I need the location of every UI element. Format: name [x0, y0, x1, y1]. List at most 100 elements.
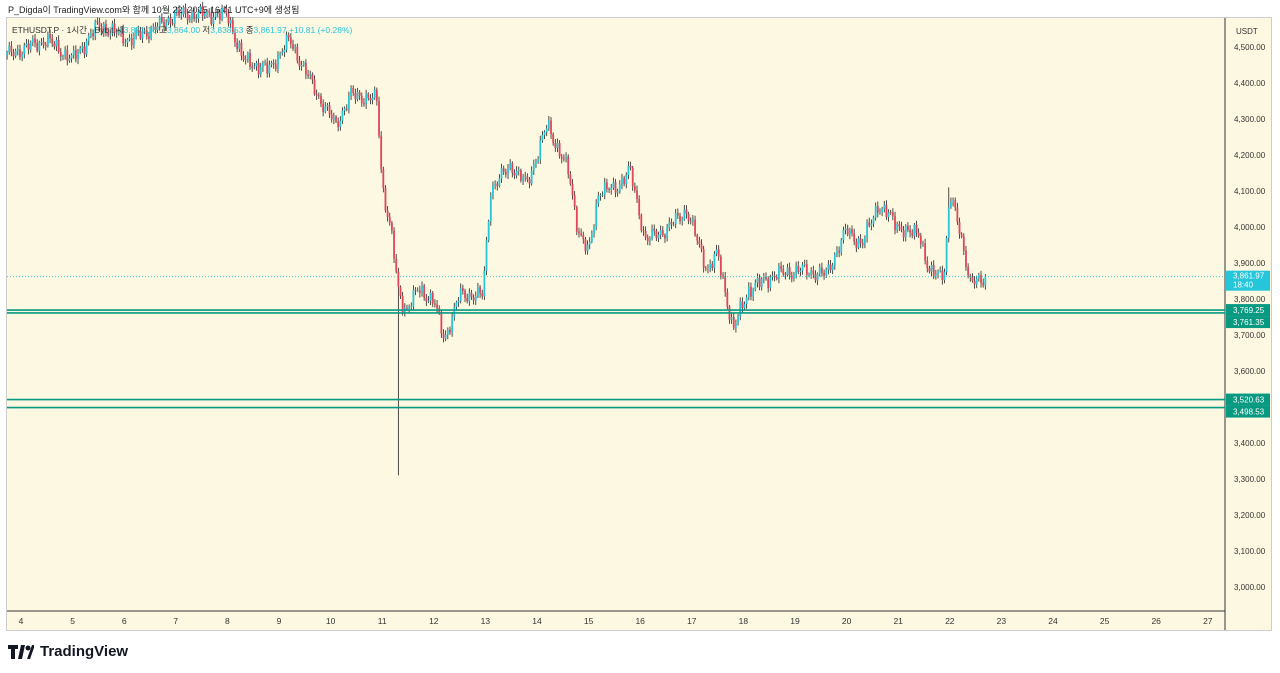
y-tick-label: 4,500.00 [1234, 43, 1266, 52]
candle-body [255, 62, 258, 67]
candle-body [870, 223, 873, 226]
candle-body [365, 93, 368, 105]
candle-body [825, 269, 828, 276]
candle-body [889, 212, 892, 214]
candle-body [388, 216, 391, 223]
candle-body [724, 276, 727, 293]
candle-body [494, 183, 497, 186]
candle-body [922, 243, 924, 245]
candle-body [629, 165, 632, 168]
candle-body [268, 64, 271, 74]
candle-body [977, 275, 980, 279]
candle-body [128, 38, 131, 40]
candle-body [489, 196, 492, 222]
candle-body [689, 220, 692, 222]
candle-body [418, 290, 421, 294]
candle-body [307, 74, 309, 76]
candle-body [595, 203, 598, 227]
candle-body [859, 238, 862, 244]
level-price-tag [1226, 316, 1270, 329]
candle-body [152, 26, 155, 28]
candle-body [657, 234, 660, 239]
candle-body [537, 159, 540, 162]
candle-body [732, 317, 735, 328]
candle-body [752, 289, 755, 297]
tradingview-logo-icon [8, 644, 34, 659]
candle-body [386, 210, 389, 217]
candle-body [937, 270, 939, 274]
y-tick-label: 3,900.00 [1234, 259, 1266, 268]
candle-body [750, 286, 752, 297]
candle-body [958, 221, 961, 235]
candles [6, 1, 987, 476]
candle-body [167, 17, 170, 23]
candle-body [924, 243, 927, 261]
x-tick-label: 12 [429, 616, 439, 626]
candle-body [236, 42, 239, 49]
candle-body [378, 100, 380, 136]
candle-body [608, 188, 610, 191]
candle-body [672, 223, 675, 225]
y-tick-label: 3,200.00 [1234, 511, 1266, 520]
tradingview-logo[interactable]: TradingView [8, 643, 128, 660]
candle-body [872, 217, 875, 224]
x-tick-label: 8 [225, 616, 230, 626]
candle-body [823, 272, 825, 276]
candle-body [191, 11, 193, 19]
candle-body [184, 7, 187, 14]
candle-body [530, 170, 533, 184]
candle-body [206, 11, 208, 15]
candle-body [696, 235, 699, 241]
candle-body [846, 228, 849, 235]
candle-body [163, 21, 165, 28]
candle-body [747, 286, 750, 298]
candle-body [975, 278, 978, 285]
candle-body [655, 231, 658, 239]
candle-body [726, 292, 729, 307]
x-tick-label: 20 [842, 616, 852, 626]
x-tick-label: 10 [326, 616, 336, 626]
candle-body [354, 93, 357, 100]
bar-countdown: 18:40 [1233, 281, 1254, 290]
candle-body [27, 43, 30, 50]
candle-body [625, 175, 628, 185]
level-price-value: 3,769.25 [1233, 306, 1265, 315]
candle-body [556, 143, 559, 148]
candle-body [524, 176, 527, 178]
candle-body [401, 295, 404, 313]
candle-body [487, 221, 490, 241]
x-tick-label: 16 [635, 616, 645, 626]
candle-body [603, 182, 606, 195]
candle-body [360, 95, 363, 103]
candle-body [440, 312, 443, 334]
candle-body [300, 64, 303, 67]
candle-body [115, 32, 118, 34]
candle-body [941, 270, 944, 281]
candle-body [532, 164, 535, 171]
candle-body [358, 92, 361, 96]
candle-body [212, 16, 215, 24]
candle-body [984, 276, 987, 286]
candle-body [262, 63, 264, 68]
candle-body [225, 8, 228, 14]
candle-body [874, 206, 877, 218]
candle-body [221, 8, 223, 20]
candle-body [649, 238, 651, 242]
candle-body [782, 268, 785, 274]
chart-container[interactable] [6, 17, 1272, 631]
candle-body [698, 240, 701, 244]
symbol-info[interactable]: ETHUSDT.P · 1시간 · Bybit [12, 25, 114, 35]
candle-body [606, 182, 608, 189]
candle-body [535, 161, 537, 165]
candle-body [547, 120, 550, 129]
candle-body [199, 6, 202, 12]
candle-body [281, 52, 284, 54]
candle-body [836, 250, 838, 256]
candle-body [79, 48, 82, 53]
candle-body [246, 52, 249, 60]
candle-body [973, 280, 976, 285]
candle-body [567, 156, 570, 175]
candle-body [713, 253, 716, 269]
candle-body [919, 235, 922, 245]
